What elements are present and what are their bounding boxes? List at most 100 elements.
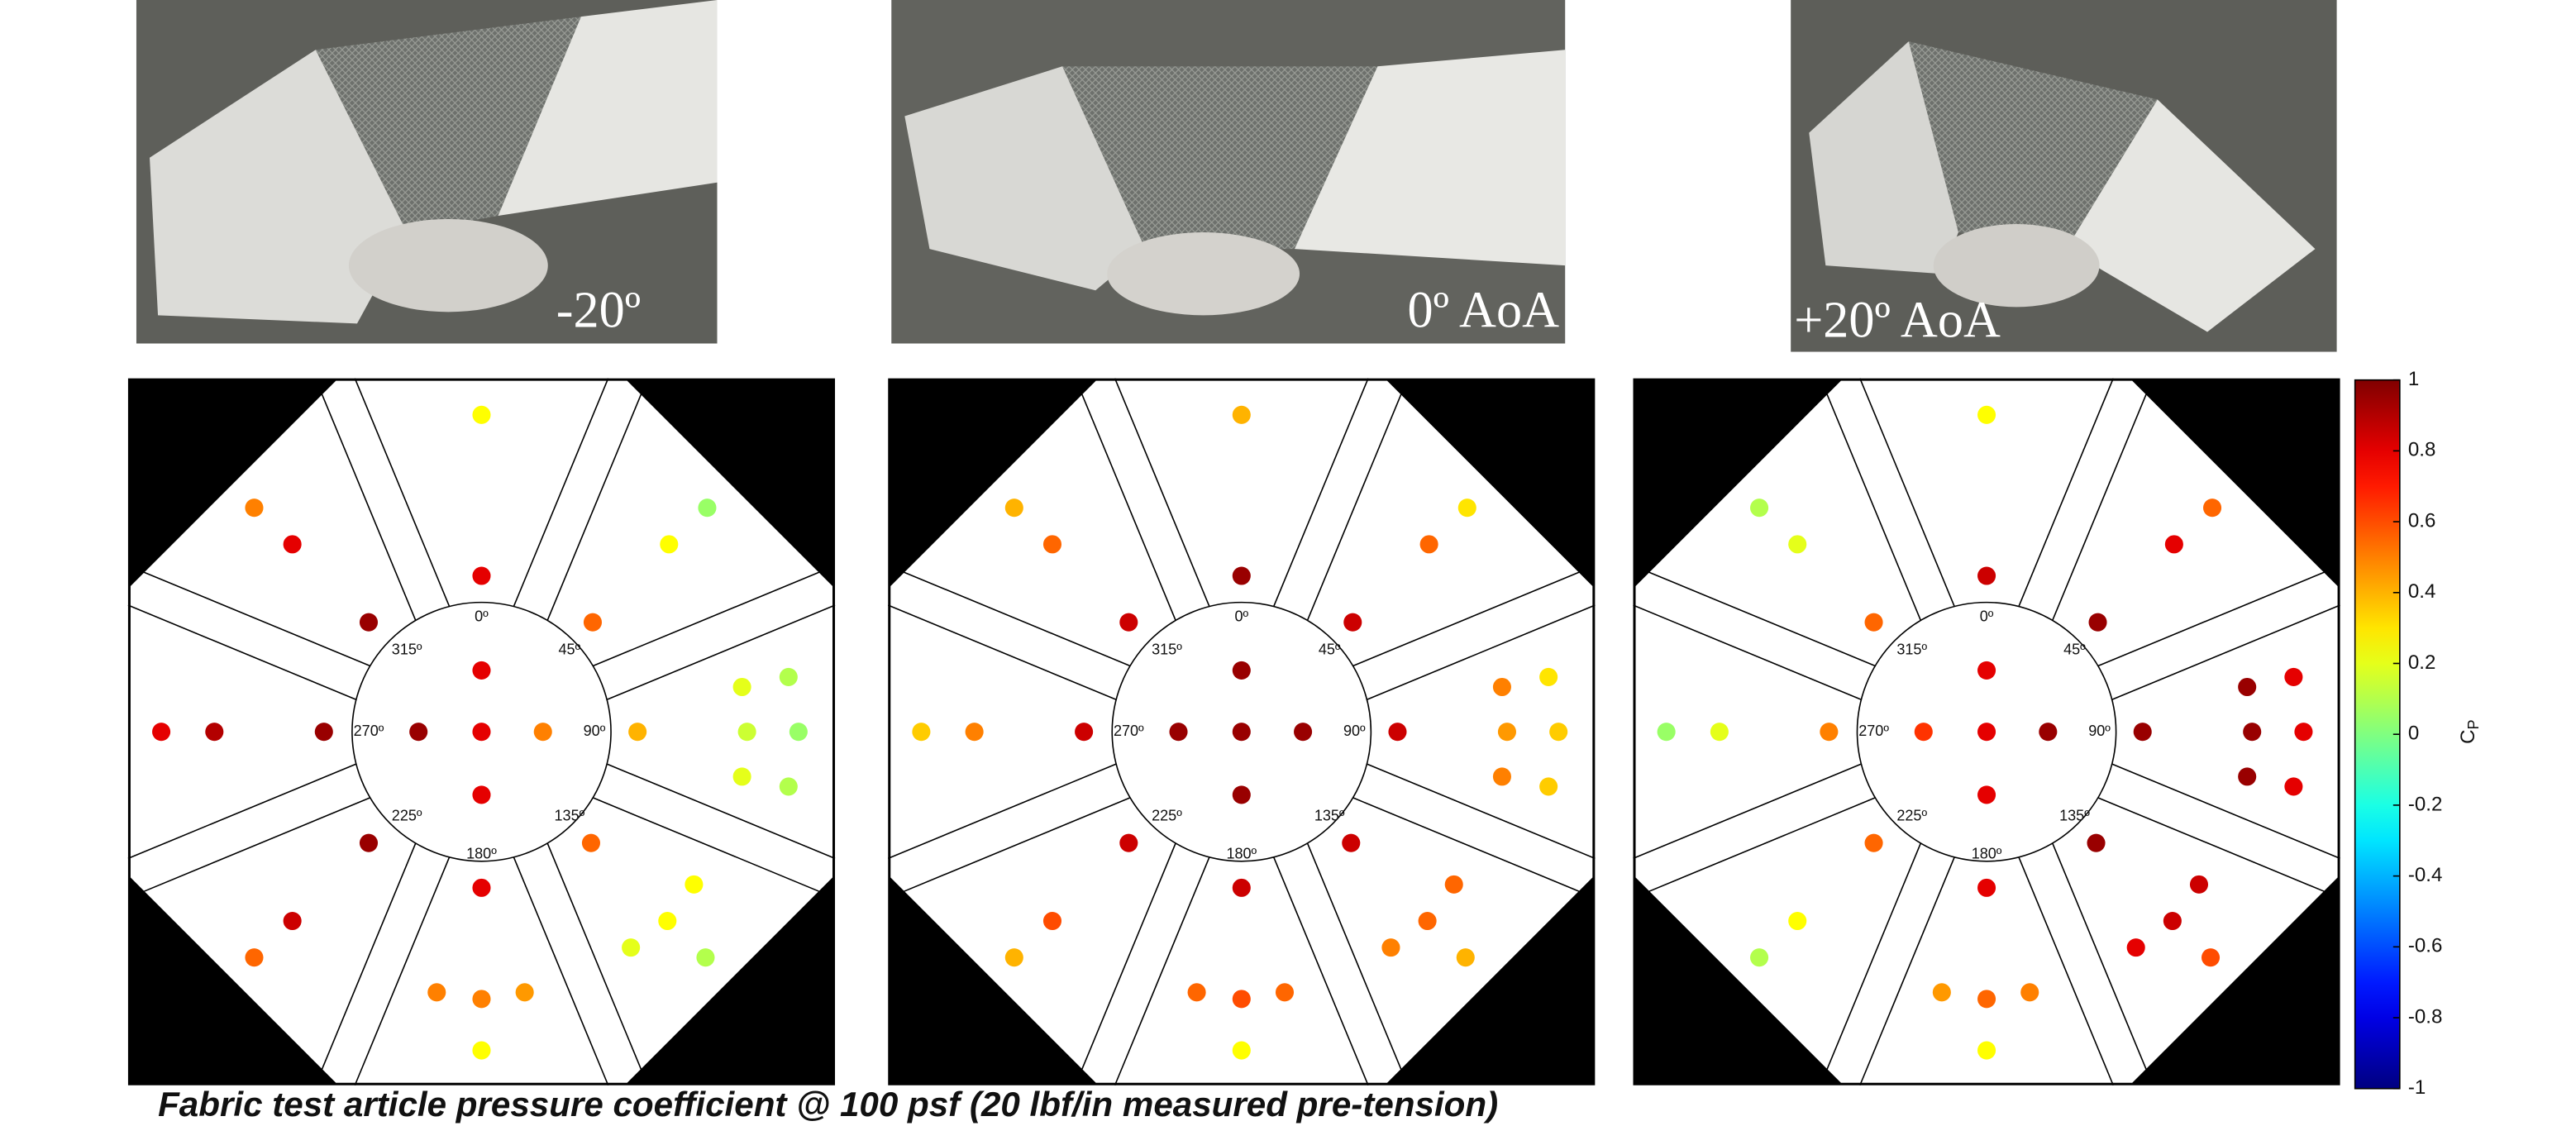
angle-label: 225º [1896, 807, 1927, 823]
angle-label: 0º [1980, 608, 1994, 624]
pressure-tap [2127, 938, 2145, 957]
photo-caption: +20º AoA [1794, 293, 2001, 349]
pressure-tap [472, 566, 490, 584]
photo-caption: 0º AoA [1408, 283, 1560, 339]
pressure-tap [360, 834, 378, 852]
pressure-tap [1977, 406, 1996, 424]
pressure-tap [472, 785, 490, 804]
pressure-tap [1498, 723, 1516, 741]
pressure-tap [685, 875, 703, 894]
pressure-tap [1549, 723, 1567, 741]
pressure-tap [2284, 668, 2302, 686]
angle-label: 270º [1114, 723, 1144, 739]
angle-label: 315º [392, 642, 422, 658]
angle-label: 90º [1343, 723, 1366, 739]
pressure-tap [2039, 723, 2057, 741]
pressure-tap [1276, 983, 1294, 1001]
pressure-tap [696, 948, 714, 966]
pressure-tap [2202, 948, 2220, 966]
pressure-tap [1043, 535, 1061, 553]
page: -20º 0º AoA +20º AoA 0º45º90º135º180º225… [0, 0, 2576, 1145]
angle-label: 90º [2088, 723, 2111, 739]
pressure-tap [1788, 535, 1806, 553]
angle-label: 180º [466, 845, 497, 861]
colorbar-tick-label: 1 [2408, 368, 2419, 390]
pressure-tap [1233, 879, 1251, 897]
pressure-tap [2163, 912, 2182, 930]
pressure-tap [733, 678, 751, 696]
colorbar-tick-label: 0.2 [2408, 651, 2435, 674]
pressure-tap [1933, 983, 1951, 1001]
pressure-tap [966, 723, 984, 741]
colorbar-tick-label: -1 [2408, 1076, 2426, 1099]
pressure-tap [472, 1042, 490, 1060]
pressure-tap [1977, 566, 1996, 584]
pressure-tap [1977, 785, 1996, 804]
pressure-tap [1977, 661, 1996, 680]
pressure-tap [1342, 834, 1360, 852]
angle-label: 45º [559, 642, 581, 658]
angle-label: 90º [584, 723, 606, 739]
pressure-tap [582, 834, 600, 852]
pressure-tap [472, 661, 490, 680]
pressure-tap [409, 723, 427, 741]
pressure-tap [1420, 535, 1438, 553]
angle-label: 0º [1234, 608, 1248, 624]
angle-label: 315º [1152, 642, 1182, 658]
pressure-tap [534, 723, 552, 741]
pressure-tap [1915, 723, 1933, 741]
angle-label: 135º [1314, 807, 1345, 823]
pressure-tap [1233, 566, 1251, 584]
pressure-tap [733, 767, 751, 785]
photo: +20º AoA [1791, 0, 2336, 352]
pressure-tap [2134, 723, 2152, 741]
angle-label: 270º [354, 723, 384, 739]
pressure-tap [789, 723, 808, 741]
colorbar-tick-label: 0.4 [2408, 580, 2435, 603]
pressure-tap [205, 723, 223, 741]
pressure-tap [1233, 785, 1251, 804]
pressure-tap [1788, 912, 1806, 930]
pressure-tap [245, 948, 263, 966]
pressure-tap [472, 723, 490, 741]
pressure-tap [2190, 875, 2208, 894]
pressure-tap [1233, 990, 1251, 1008]
pressure-maps: 0º 45º 90º 135º 180º 225º 270º 315º 0º 45º 90º 135º… [128, 379, 2340, 1085]
pressure-tap [1445, 875, 1463, 894]
colorbar-tick-label: -0.2 [2408, 793, 2442, 815]
pressure-tap [1820, 723, 1838, 741]
pressure-tap [2284, 777, 2302, 795]
pressure-tap [1493, 678, 1511, 696]
colorbar-tick-label: 0.8 [2408, 439, 2435, 461]
pressure-tap [698, 499, 716, 517]
pressure-tap [1658, 723, 1676, 741]
pressure-tap [1233, 1042, 1251, 1060]
pressure-tap [1710, 723, 1729, 741]
pressure-tap [2238, 678, 2256, 696]
colorbar-tick-label: 0.6 [2408, 509, 2435, 532]
pressure-tap [1388, 723, 1406, 741]
pressure-tap [1169, 723, 1187, 741]
pressure-tap [1458, 499, 1476, 517]
pressure-tap [1343, 613, 1362, 632]
angle-label: 135º [555, 807, 585, 823]
pressure-tap [1233, 661, 1251, 680]
pressure-tap [152, 723, 170, 741]
pressure-tap [472, 879, 490, 897]
pressure-tap [1233, 406, 1251, 424]
pressure-tap [1188, 983, 1206, 1001]
angle-label: 45º [2063, 642, 2086, 658]
pressure-tap [584, 613, 602, 632]
angle-label: 225º [392, 807, 422, 823]
pressure-tap [427, 983, 446, 1001]
pressure-tap [1005, 499, 1023, 517]
pressure-tap [1381, 938, 1400, 957]
pressure-tap [2243, 723, 2261, 741]
pressure-tap [628, 723, 646, 741]
pressure-tap [2294, 723, 2312, 741]
pressure-tap [912, 723, 930, 741]
angle-label: 270º [1858, 723, 1889, 739]
angle-label: 180º [1972, 845, 2002, 861]
angle-label: 45º [1319, 642, 1341, 658]
